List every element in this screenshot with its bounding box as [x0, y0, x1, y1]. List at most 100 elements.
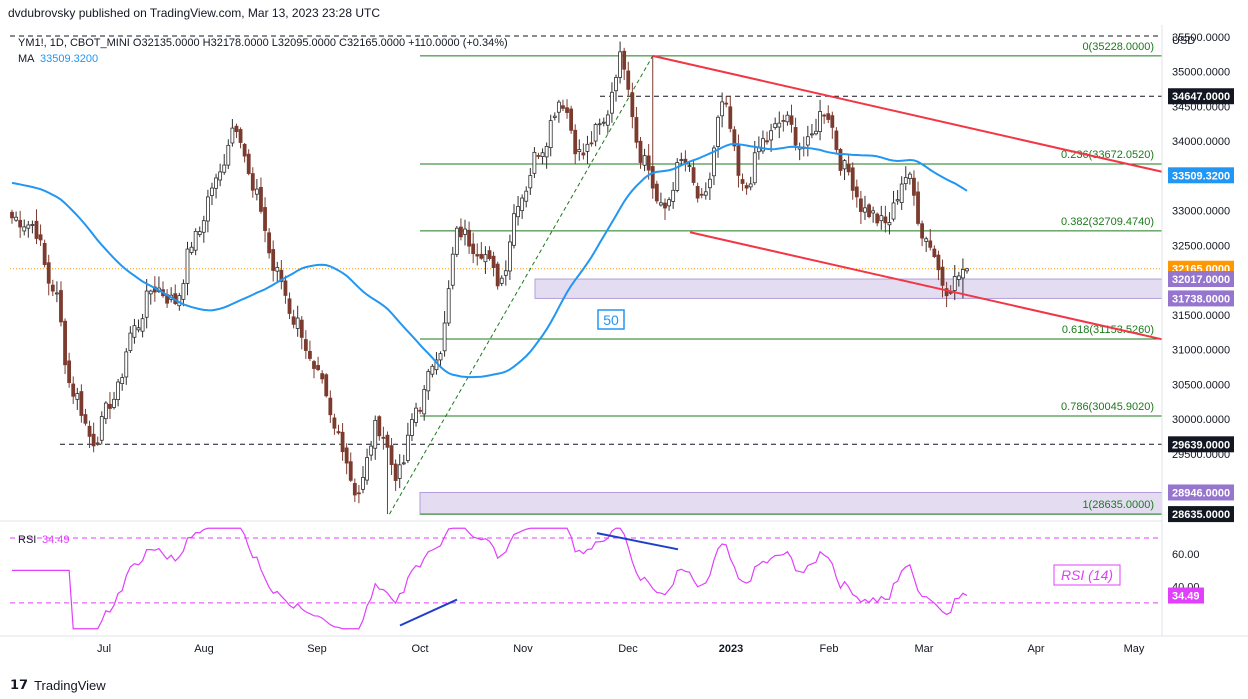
candle-body	[26, 224, 31, 229]
candle-body	[454, 227, 459, 255]
candle-body	[361, 476, 365, 490]
candle-body	[887, 222, 892, 226]
candle-body	[712, 147, 716, 177]
candle-body	[418, 409, 423, 412]
candle-body	[91, 433, 96, 447]
candle-body	[99, 416, 104, 441]
candle-body	[459, 226, 463, 238]
ma-line	[11, 142, 968, 379]
candle-body	[508, 241, 512, 272]
candle-body	[556, 101, 561, 113]
candle-body	[250, 173, 255, 191]
candle-body	[499, 277, 504, 284]
candle-body	[863, 207, 867, 213]
candle-body	[181, 283, 186, 300]
upper-trendline	[652, 54, 1163, 173]
candle-body	[940, 266, 945, 286]
candle-body	[365, 457, 369, 481]
price-tick-label: 32500.0000	[1172, 240, 1230, 252]
time-tick-label: Feb	[820, 643, 839, 655]
time-tick-label: Apr	[1027, 643, 1044, 655]
symbol-legend: YM1!, 1D, CBOT_MINI O32135.0000 H32178.0…	[18, 37, 508, 49]
bearish-divergence-line	[596, 532, 679, 551]
price-axis[interactable]: USD29500.000030000.000030500.000031000.0…	[1161, 25, 1234, 636]
candle-body	[295, 317, 300, 329]
candle-body	[781, 120, 786, 122]
candle-body	[552, 115, 557, 118]
candle-body	[679, 159, 684, 161]
price-tick-label: 30000.0000	[1172, 414, 1230, 426]
candle-body	[752, 152, 757, 184]
candle-body	[291, 316, 296, 325]
time-axis[interactable]: Jul Aug Sep Oct Nov Dec 2023 Feb Mar Apr May	[0, 635, 1248, 655]
candle-body	[744, 185, 749, 189]
candle-body	[495, 263, 500, 287]
zone-top-tag-text: 28946.0000	[1172, 487, 1230, 499]
candle-body	[871, 210, 876, 214]
price-tick-label: 35000.0000	[1172, 67, 1230, 79]
candle-body	[450, 253, 455, 286]
zone-bottom-tag-bg	[1168, 506, 1234, 523]
time-tick-label: 2023	[719, 643, 743, 655]
candle-body	[389, 445, 394, 465]
candle-body	[818, 111, 822, 132]
candle-body	[120, 377, 125, 384]
candle-body	[528, 175, 533, 189]
zone-bottom-tag-text: 28635.0000	[1172, 509, 1230, 521]
candle-body	[242, 143, 247, 157]
candle-body	[222, 164, 227, 173]
candle-body	[38, 234, 43, 241]
candle-body	[891, 202, 896, 220]
candle-body	[699, 193, 704, 196]
candle-body	[112, 398, 116, 408]
candle-body	[405, 434, 410, 461]
candle-body	[132, 325, 137, 338]
candle-body	[287, 298, 292, 314]
candle-body	[695, 186, 700, 199]
ma-period-text: 50	[603, 312, 619, 328]
candle-body	[148, 290, 153, 295]
candle-body	[226, 144, 231, 166]
candle-body	[728, 106, 733, 129]
candle-body	[748, 183, 753, 188]
rsi-pane[interactable]	[10, 527, 1162, 630]
level-tag-text: 29639.0000	[1172, 439, 1230, 451]
candle-body	[805, 136, 810, 146]
time-tick-label: Oct	[411, 643, 428, 655]
ma-period-label: 50	[597, 309, 625, 330]
candle-body	[144, 290, 149, 318]
candle-body	[463, 228, 467, 235]
candle-body	[87, 425, 92, 437]
candle-body	[83, 414, 88, 424]
candle-body	[569, 108, 574, 131]
candle-body	[626, 70, 631, 90]
ma-legend-value: 33509.3200	[40, 53, 98, 65]
rsi-line	[12, 527, 968, 630]
candle-body	[201, 220, 206, 233]
candle-body	[75, 393, 80, 400]
candle-body	[377, 416, 382, 437]
candle-body	[867, 204, 871, 218]
time-tick-label: Jul	[97, 643, 111, 655]
candle-body	[214, 177, 218, 189]
candle-body	[316, 365, 320, 371]
tradingview-brand[interactable]: 𝟭𝟳 TradingView	[10, 677, 106, 693]
candle-body	[565, 107, 569, 113]
candle-body	[246, 153, 251, 174]
candle-body	[532, 151, 537, 174]
currency-label: USD	[1172, 35, 1195, 47]
candle-body	[108, 403, 112, 409]
candle-body	[479, 253, 484, 259]
price-pane[interactable]: 0(35228.0000) 0.236(33672.0520) 0.382(3270…	[0, 35, 1163, 522]
candle-body	[512, 213, 516, 246]
ma-price-tag-text: 33509.3200	[1172, 170, 1230, 182]
candle-body	[312, 361, 316, 369]
candle-body	[903, 177, 908, 185]
candle-body	[520, 197, 525, 212]
candle-body	[271, 249, 276, 271]
candle-body	[810, 133, 814, 136]
candle-body	[410, 419, 414, 436]
time-tick-label: Mar	[915, 643, 934, 655]
candle-body	[687, 165, 692, 168]
